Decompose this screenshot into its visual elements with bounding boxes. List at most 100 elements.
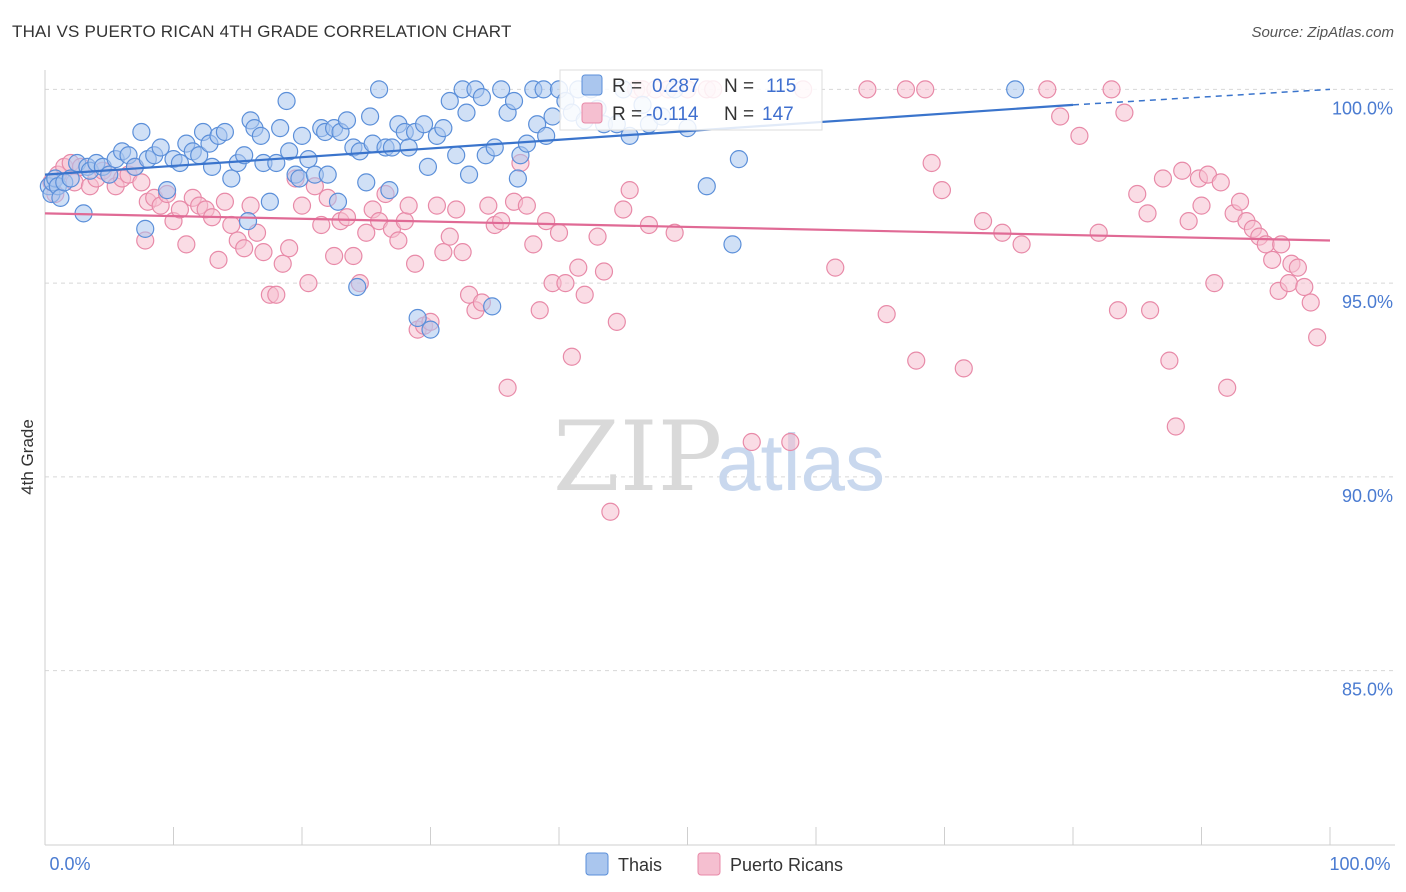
- scatter-point: [241, 196, 260, 215]
- scatter-point: [427, 196, 447, 215]
- puerto-r-label: R =: [612, 104, 642, 125]
- scatter-point: [483, 297, 502, 316]
- thai-n-label: N =: [724, 76, 754, 97]
- scatter-point: [517, 196, 536, 215]
- scatter-point: [271, 119, 290, 138]
- scatter-point: [222, 215, 241, 235]
- scatter-point: [1160, 351, 1179, 370]
- thai-r-value: 0.287: [652, 76, 700, 97]
- scatter-point: [826, 258, 845, 277]
- y-tick-label: 95.0%: [1342, 292, 1393, 312]
- puerto-r-value: -0.114: [646, 104, 699, 125]
- scatter-point: [277, 91, 296, 111]
- scatter-point: [932, 181, 952, 200]
- scatter-point: [440, 227, 459, 246]
- scatter-point: [729, 150, 749, 169]
- scatter-point: [504, 91, 524, 111]
- scatter-point: [299, 274, 318, 293]
- x-ticks: [44, 827, 1331, 845]
- scatter-point: [973, 212, 993, 231]
- scatter-point: [447, 200, 466, 219]
- scatter-point: [238, 212, 258, 231]
- scatter-point: [370, 80, 389, 99]
- scatter-point: [344, 246, 363, 266]
- scatter-point: [292, 126, 312, 145]
- scatter-point: [328, 192, 348, 211]
- scatter-point: [1138, 204, 1157, 223]
- scatter-point: [325, 246, 344, 266]
- scatter-point: [440, 91, 459, 111]
- scatter-point: [1089, 223, 1108, 242]
- scatter-point: [479, 196, 498, 215]
- scatter-point: [290, 169, 309, 188]
- scatter-point: [459, 165, 479, 184]
- scatter-point: [665, 223, 684, 242]
- scatter-point: [1218, 378, 1237, 397]
- scatter-point: [399, 138, 418, 157]
- legend-thai-swatch: [585, 852, 609, 876]
- scatter-point: [235, 146, 254, 165]
- scatter-point: [418, 157, 438, 176]
- scatter-point: [588, 227, 607, 246]
- scatter-point: [251, 126, 270, 145]
- scatter-point: [517, 134, 536, 153]
- scatter-point: [954, 359, 973, 378]
- thai-trend-extension: [1072, 88, 1331, 106]
- scatter-point: [202, 157, 222, 176]
- scatter-point: [260, 192, 279, 211]
- scatter-point: [742, 432, 761, 452]
- scatter-point: [1230, 192, 1250, 211]
- y-tick-label: 85.0%: [1342, 680, 1393, 700]
- scatter-point: [1038, 80, 1057, 99]
- thai-stat-swatch: [581, 74, 603, 96]
- y-tick-label: 100.0%: [1332, 98, 1393, 118]
- scatter-point: [492, 80, 511, 99]
- scatter-point: [414, 115, 434, 134]
- scatter-point: [569, 258, 588, 277]
- scatter-point: [209, 250, 228, 269]
- chart-title: THAI VS PUERTO RICAN 4TH GRADE CORRELATI…: [12, 22, 512, 41]
- watermark-zip: ZIP: [553, 401, 722, 513]
- scatter-point: [508, 169, 527, 188]
- scatter-point: [530, 301, 549, 320]
- trend-lines: [44, 88, 1331, 242]
- scatter-point: [781, 432, 800, 452]
- scatter-point: [534, 80, 553, 99]
- scatter-point: [1279, 274, 1298, 293]
- puerto-n-label: N =: [724, 104, 754, 125]
- scatter-point: [389, 231, 408, 250]
- scatter-point: [697, 177, 716, 196]
- y-tick-labels: 100.0% 95.0% 90.0% 85.0%: [1332, 98, 1393, 699]
- scatter-point: [1308, 328, 1327, 347]
- stats-box: R = 0.287 N = 115 R = -0.114 N = 147: [559, 69, 823, 131]
- scatter-point: [1102, 80, 1121, 99]
- scatter-point: [537, 212, 556, 231]
- scatter-point: [421, 320, 440, 339]
- scatter-point: [337, 208, 357, 227]
- scatter-point: [1295, 277, 1314, 297]
- scatter-point: [318, 165, 337, 184]
- scatter-point: [1051, 107, 1070, 126]
- scatter-point: [556, 274, 575, 293]
- scatter-point: [877, 305, 896, 324]
- y-axis-title: 4th Grade: [18, 419, 37, 495]
- scatter-point: [575, 285, 594, 304]
- scatter-point: [1006, 80, 1025, 99]
- scatter-point: [235, 239, 254, 258]
- x-tick-label-min: 0.0%: [49, 854, 90, 874]
- scatter-point: [1070, 126, 1089, 145]
- watermark: ZIP atlas: [553, 401, 885, 513]
- scatter-point: [453, 243, 472, 262]
- source-label: Source: ZipAtlas.com: [1251, 24, 1394, 41]
- scatter-point: [280, 142, 299, 161]
- scatter-point: [132, 173, 151, 192]
- legend-puerto-label: Puerto Ricans: [730, 855, 843, 875]
- scatter-point: [457, 103, 476, 122]
- scatter-point: [157, 181, 177, 200]
- scatter-point: [280, 239, 299, 258]
- scatter-point: [380, 181, 399, 200]
- scatter-point: [215, 192, 234, 211]
- scatter-point: [434, 243, 453, 262]
- scatter-point: [434, 119, 453, 138]
- scatter-point: [1166, 417, 1185, 436]
